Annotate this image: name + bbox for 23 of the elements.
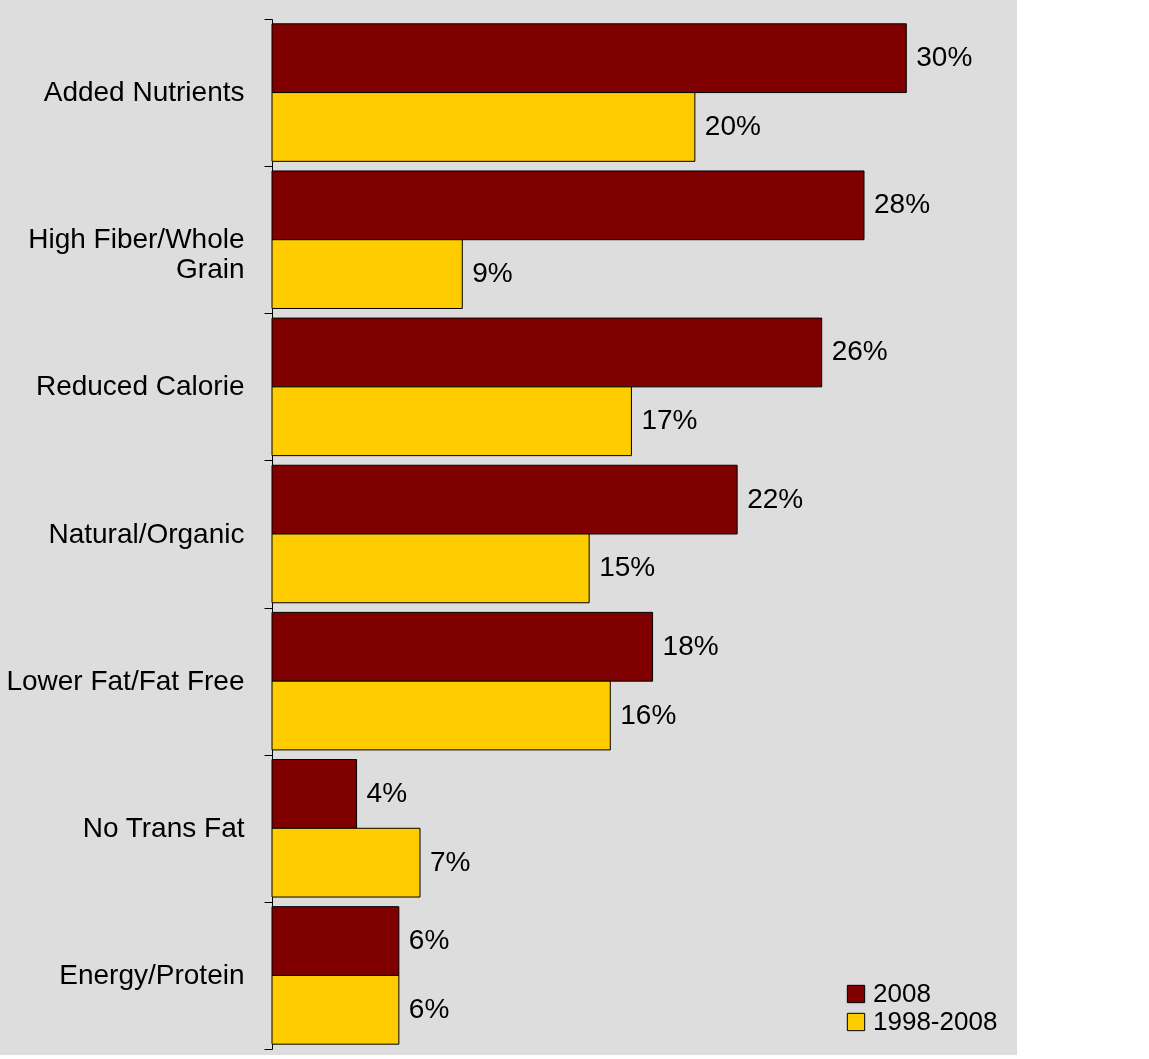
data-label: 30% — [916, 41, 973, 73]
data-label: 26% — [831, 335, 888, 367]
data-label: 28% — [874, 188, 931, 220]
y-tick-label: Natural/Organic — [48, 517, 245, 549]
data-label: 6% — [408, 924, 450, 956]
data-label: 7% — [430, 845, 471, 877]
data-label: 9% — [472, 257, 513, 289]
y-tick-label: No Trans Fat — [82, 811, 245, 843]
y-tick-label: High Fiber/Whole Grain — [28, 223, 245, 285]
data-label: 16% — [620, 698, 677, 730]
data-label: 18% — [662, 629, 719, 661]
y-tick-label: Energy/Protein — [59, 958, 245, 990]
y-tick-label: Lower Fat/Fat Free — [6, 664, 245, 696]
y-tick-label: Reduced Calorie — [35, 370, 245, 402]
data-label: 22% — [747, 482, 804, 514]
legend-label: 1998-2008 — [873, 1006, 998, 1036]
data-label: 20% — [704, 109, 761, 141]
legend-label: 2008 — [873, 978, 931, 1008]
y-tick-label: Added Nutrients — [43, 76, 245, 108]
data-label: 15% — [599, 551, 656, 583]
data-label: 17% — [641, 404, 698, 436]
data-label: 6% — [408, 992, 450, 1024]
data-label: 4% — [366, 776, 408, 808]
